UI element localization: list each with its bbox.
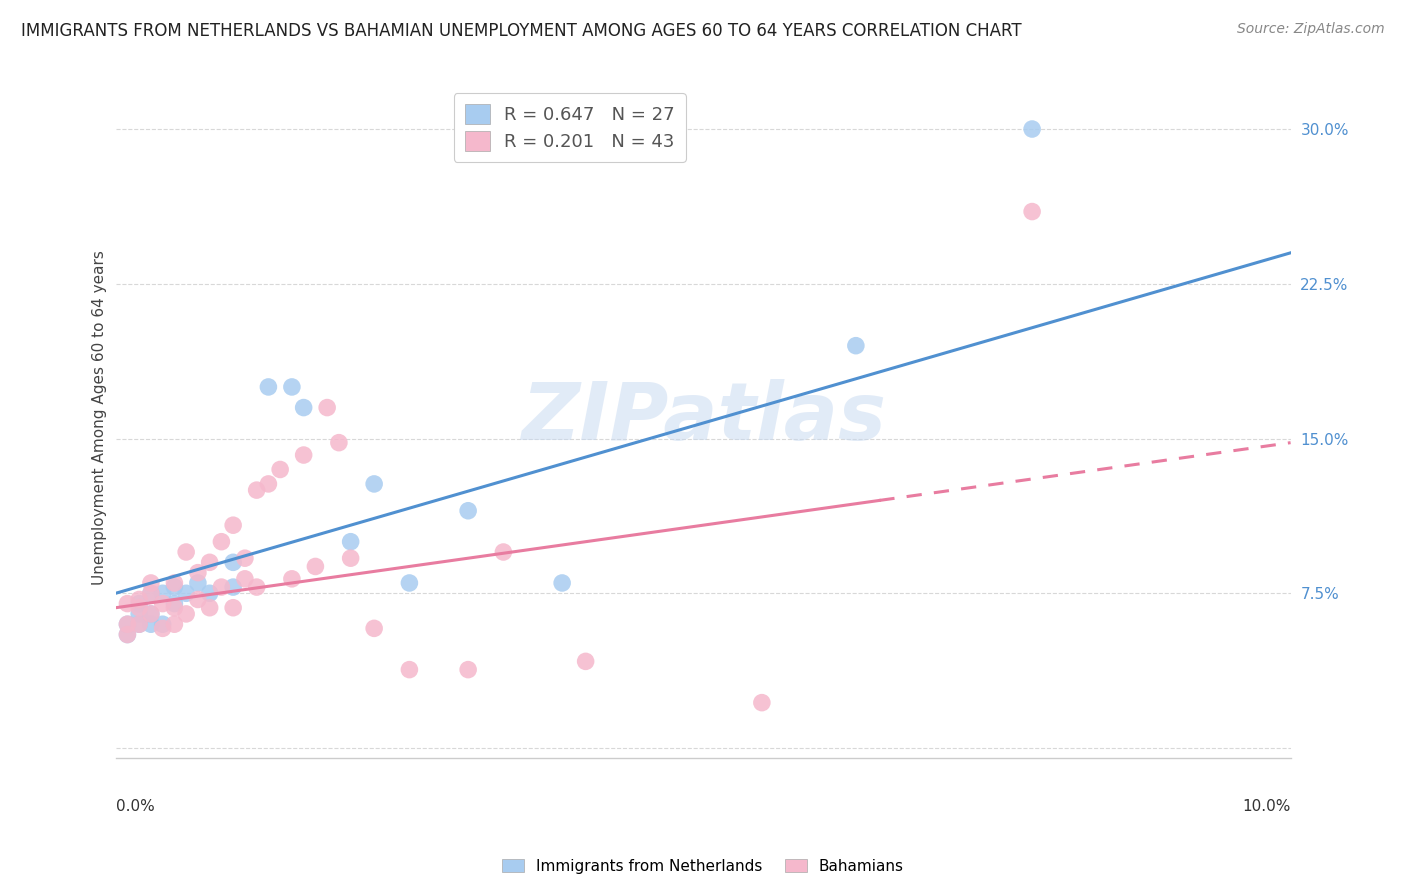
Point <box>128 597 150 611</box>
Point <box>246 580 269 594</box>
Point <box>139 607 162 621</box>
Point <box>198 555 221 569</box>
Point <box>198 600 221 615</box>
Point <box>222 600 245 615</box>
Point <box>187 566 209 580</box>
Point <box>163 600 186 615</box>
Point <box>398 576 420 591</box>
Point <box>457 504 479 518</box>
Point <box>233 551 256 566</box>
Point <box>152 621 174 635</box>
Point <box>128 592 150 607</box>
Point <box>152 617 174 632</box>
Point <box>209 580 232 594</box>
Point <box>128 600 150 615</box>
Point <box>174 607 197 621</box>
Point <box>163 580 186 594</box>
Point <box>457 663 479 677</box>
Point <box>222 518 245 533</box>
Point <box>198 586 221 600</box>
Point <box>363 477 385 491</box>
Point <box>281 380 304 394</box>
Point <box>139 586 162 600</box>
Point <box>222 555 245 569</box>
Point <box>187 576 209 591</box>
Point <box>339 534 361 549</box>
Text: 0.0%: 0.0% <box>115 799 155 814</box>
Text: Source: ZipAtlas.com: Source: ZipAtlas.com <box>1237 22 1385 37</box>
Point <box>551 576 574 591</box>
Point <box>316 401 339 415</box>
Point <box>1021 204 1043 219</box>
Point <box>117 597 139 611</box>
Point <box>1021 122 1043 136</box>
Text: ZIPatlas: ZIPatlas <box>520 379 886 457</box>
Text: IMMIGRANTS FROM NETHERLANDS VS BAHAMIAN UNEMPLOYMENT AMONG AGES 60 TO 64 YEARS C: IMMIGRANTS FROM NETHERLANDS VS BAHAMIAN … <box>21 22 1022 40</box>
Point <box>292 448 315 462</box>
Point <box>257 477 280 491</box>
Legend: Immigrants from Netherlands, Bahamians: Immigrants from Netherlands, Bahamians <box>496 853 910 880</box>
Point <box>139 576 162 591</box>
Text: 10.0%: 10.0% <box>1243 799 1291 814</box>
Point <box>222 580 245 594</box>
Point <box>304 559 326 574</box>
Point <box>292 401 315 415</box>
Point <box>117 627 139 641</box>
Point <box>163 576 186 591</box>
Point <box>281 572 304 586</box>
Point <box>363 621 385 635</box>
Point <box>233 572 256 586</box>
Point <box>139 617 162 632</box>
Point <box>339 551 361 566</box>
Point <box>152 586 174 600</box>
Point <box>128 617 150 632</box>
Point <box>575 654 598 668</box>
Point <box>117 617 139 632</box>
Point <box>269 462 291 476</box>
Point <box>128 607 150 621</box>
Point <box>117 617 139 632</box>
Point <box>163 617 186 632</box>
Point <box>187 592 209 607</box>
Point <box>246 483 269 497</box>
Point <box>398 663 420 677</box>
Point <box>328 435 350 450</box>
Point <box>139 607 162 621</box>
Point <box>152 597 174 611</box>
Point <box>492 545 515 559</box>
Point <box>845 339 868 353</box>
Point <box>209 534 232 549</box>
Point <box>128 617 150 632</box>
Point <box>257 380 280 394</box>
Point <box>174 545 197 559</box>
Point <box>139 586 162 600</box>
Point <box>163 597 186 611</box>
Y-axis label: Unemployment Among Ages 60 to 64 years: Unemployment Among Ages 60 to 64 years <box>93 251 107 585</box>
Legend: R = 0.647   N = 27, R = 0.201   N = 43: R = 0.647 N = 27, R = 0.201 N = 43 <box>454 94 686 162</box>
Point <box>117 627 139 641</box>
Point <box>751 696 773 710</box>
Point <box>174 586 197 600</box>
